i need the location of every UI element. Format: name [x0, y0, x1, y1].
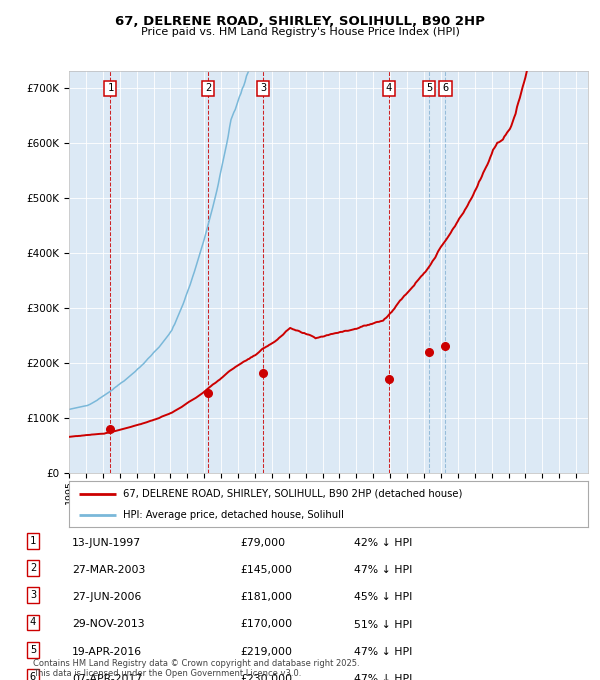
Text: 6: 6 — [30, 672, 36, 680]
Text: 19-APR-2016: 19-APR-2016 — [72, 647, 142, 657]
Text: 67, DELRENE ROAD, SHIRLEY, SOLIHULL, B90 2HP: 67, DELRENE ROAD, SHIRLEY, SOLIHULL, B90… — [115, 15, 485, 28]
Text: 07-APR-2017: 07-APR-2017 — [72, 674, 142, 680]
Text: 13-JUN-1997: 13-JUN-1997 — [72, 538, 141, 548]
Text: 47% ↓ HPI: 47% ↓ HPI — [354, 647, 412, 657]
Text: 3: 3 — [260, 84, 266, 93]
Text: 47% ↓ HPI: 47% ↓ HPI — [354, 565, 412, 575]
Text: 27-MAR-2003: 27-MAR-2003 — [72, 565, 145, 575]
Text: 2: 2 — [30, 563, 36, 573]
Text: 4: 4 — [30, 617, 36, 628]
Text: £79,000: £79,000 — [240, 538, 285, 548]
Text: Contains HM Land Registry data © Crown copyright and database right 2025.
This d: Contains HM Land Registry data © Crown c… — [33, 658, 359, 678]
Text: 29-NOV-2013: 29-NOV-2013 — [72, 619, 145, 630]
Text: 1: 1 — [107, 84, 113, 93]
Text: 3: 3 — [30, 590, 36, 600]
Text: 27-JUN-2006: 27-JUN-2006 — [72, 592, 142, 602]
Text: £219,000: £219,000 — [240, 647, 292, 657]
Text: £145,000: £145,000 — [240, 565, 292, 575]
Text: 47% ↓ HPI: 47% ↓ HPI — [354, 674, 412, 680]
Text: 6: 6 — [442, 84, 449, 93]
Text: 5: 5 — [426, 84, 432, 93]
Text: Price paid vs. HM Land Registry's House Price Index (HPI): Price paid vs. HM Land Registry's House … — [140, 27, 460, 37]
Text: 42% ↓ HPI: 42% ↓ HPI — [354, 538, 412, 548]
Text: £181,000: £181,000 — [240, 592, 292, 602]
Text: HPI: Average price, detached house, Solihull: HPI: Average price, detached house, Soli… — [124, 511, 344, 520]
Text: 67, DELRENE ROAD, SHIRLEY, SOLIHULL, B90 2HP (detached house): 67, DELRENE ROAD, SHIRLEY, SOLIHULL, B90… — [124, 489, 463, 498]
Text: 5: 5 — [30, 645, 36, 655]
Text: 1: 1 — [30, 536, 36, 546]
Text: £230,000: £230,000 — [240, 674, 292, 680]
Text: £170,000: £170,000 — [240, 619, 292, 630]
Text: 51% ↓ HPI: 51% ↓ HPI — [354, 619, 412, 630]
Text: 45% ↓ HPI: 45% ↓ HPI — [354, 592, 412, 602]
Text: 4: 4 — [386, 84, 392, 93]
Text: 2: 2 — [205, 84, 211, 93]
